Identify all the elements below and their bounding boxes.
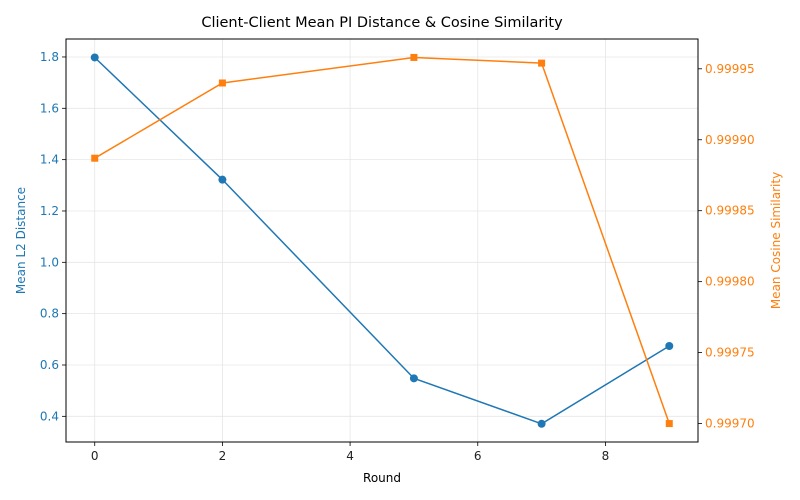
right-y-tick-label: 0.99995 bbox=[705, 62, 755, 76]
series-left-point bbox=[218, 175, 227, 184]
left-y-tick-label: 0.6 bbox=[40, 358, 59, 372]
series-right-point bbox=[665, 420, 673, 428]
left-y-tick-label: 1.4 bbox=[40, 153, 59, 167]
right-y-axis-label: Mean Cosine Similarity bbox=[769, 172, 783, 309]
right-y-tick-label: 0.99985 bbox=[705, 204, 755, 218]
left-y-tick-label: 0.8 bbox=[40, 307, 59, 321]
x-tick-label: 4 bbox=[346, 449, 354, 463]
series-layer bbox=[90, 53, 674, 428]
left-y-tick-label: 1.6 bbox=[40, 101, 59, 115]
series-left-point bbox=[409, 374, 418, 383]
series-right-point bbox=[410, 53, 418, 61]
series-left-point bbox=[537, 419, 546, 428]
chart-title: Client-Client Mean PI Distance & Cosine … bbox=[201, 15, 563, 31]
x-tick-label: 2 bbox=[219, 449, 227, 463]
series-right-point bbox=[91, 154, 99, 162]
right-y-tick-label: 0.99975 bbox=[705, 346, 755, 360]
series-right-line bbox=[94, 56, 670, 424]
x-axis-ticks: 0 2 4 6 8 bbox=[91, 442, 609, 463]
grid bbox=[66, 39, 698, 442]
series-right-point bbox=[538, 59, 546, 67]
right-y-tick-label: 0.99980 bbox=[705, 275, 755, 289]
left-y-axis-ticks: 0.4 0.6 0.8 1.0 1.2 1.4 1.6 1.8 bbox=[40, 50, 66, 423]
left-y-tick-label: 1.2 bbox=[40, 204, 59, 218]
x-tick-label: 0 bbox=[91, 449, 99, 463]
left-y-tick-label: 0.4 bbox=[40, 409, 59, 423]
left-y-tick-label: 1.0 bbox=[40, 255, 59, 269]
series-left-point bbox=[90, 53, 99, 62]
x-tick-label: 8 bbox=[602, 449, 610, 463]
series-left-line bbox=[94, 56, 670, 425]
series-right-point bbox=[218, 79, 226, 87]
left-y-axis-label: Mean L2 Distance bbox=[14, 187, 28, 294]
right-y-axis-ticks: 0.99970 0.99975 0.99980 0.99985 0.99990 0.999… bbox=[698, 62, 755, 431]
series-left-point bbox=[665, 341, 674, 350]
right-y-tick-label: 0.99970 bbox=[705, 417, 755, 431]
x-axis-label: Round bbox=[363, 471, 401, 485]
right-y-tick-label: 0.99990 bbox=[705, 133, 755, 147]
left-y-tick-label: 1.8 bbox=[40, 50, 59, 64]
x-tick-label: 6 bbox=[474, 449, 482, 463]
plot-frame bbox=[65, 38, 699, 443]
